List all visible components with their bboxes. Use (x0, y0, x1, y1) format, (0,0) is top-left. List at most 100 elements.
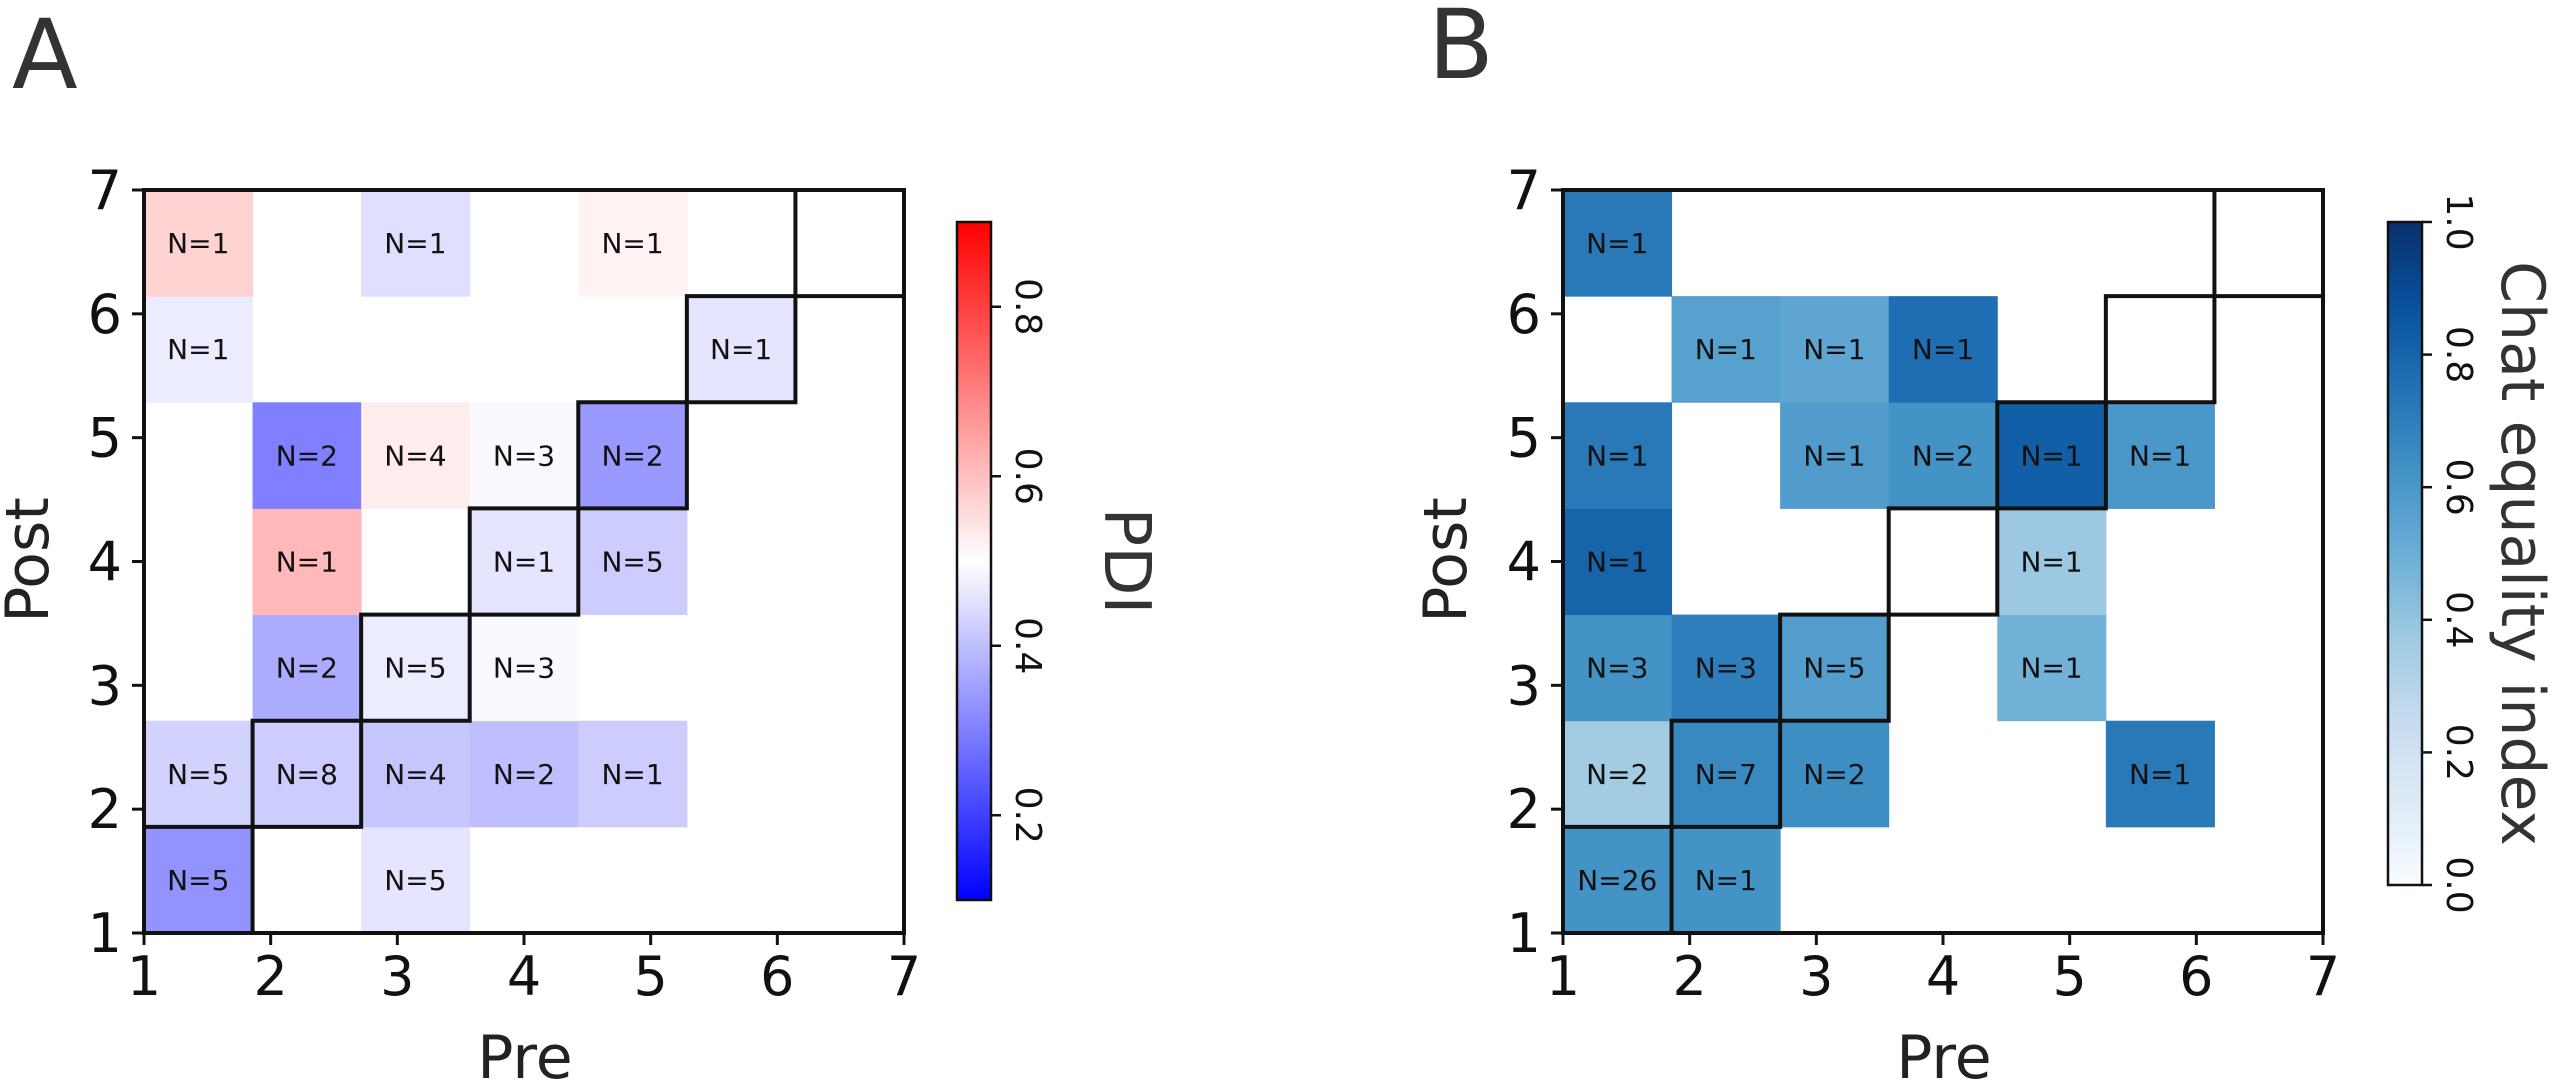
heatmap-cell (578, 508, 688, 616)
panel-a: A N=5 N=5 N=5 N=8 N=4 N=2 N=1 N=2 N=5 N=3 N=1 N=1 N=… (0, 0, 1163, 1084)
cell-count-label: N=1 (1912, 333, 1974, 366)
cell-count-label: N=2 (1586, 758, 1648, 791)
x-tick-label: 3 (1799, 945, 1833, 1008)
cell-count-label: N=5 (384, 864, 446, 897)
y-tick-label: 6 (1507, 283, 1541, 346)
cell-count-label: N=5 (167, 758, 229, 791)
colorbar-tick-label: 0.4 (1007, 617, 1048, 674)
colorbar-tick-label: 0.2 (2438, 724, 2479, 781)
heatmap-cells: N=26 N=1 N=2 N=7 N=2 N=1 N=3 N=3 N=5 N=1 N=1 N=1 N=1… (1563, 190, 2215, 934)
cell-count-label: N=3 (1695, 652, 1757, 685)
y-tick-label: 4 (1507, 531, 1541, 594)
cell-count-label: N=2 (276, 439, 338, 472)
x-axis-label: Pre (477, 1023, 572, 1084)
cell-count-label: N=4 (384, 439, 446, 472)
panel-b: B N=26 N=1N=2 N=7 N=2 N=1N=3 N=3 N=5 N=1N=1 N=1N… (1411, 0, 2557, 1084)
heatmap-cell (2105, 720, 2215, 828)
heatmap-cell (144, 296, 254, 403)
x-axis-ticks: 1 2 3 4 5 6 7 (127, 933, 921, 1008)
heatmap-cell (2105, 402, 2215, 509)
cell-count-label: N=1 (710, 333, 772, 366)
cell-count-label: N=1 (1586, 546, 1648, 579)
heatmap-cell (1671, 296, 1781, 403)
heatmap-cell (252, 720, 362, 828)
x-tick-label: 4 (1926, 945, 1960, 1008)
heatmap-cell (361, 614, 471, 722)
x-axis-ticks: 1 2 3 4 5 6 7 (1546, 933, 2340, 1008)
heatmap-cell (1563, 826, 1673, 934)
cell-count-label: N=5 (384, 652, 446, 685)
heatmap-cell (1888, 402, 1998, 509)
cell-count-label: N=3 (1586, 652, 1648, 685)
heatmap-cell (1888, 296, 1998, 403)
cell-count-label: N=3 (493, 652, 555, 685)
y-tick-label: 6 (88, 283, 122, 346)
cell-count-label: N=3 (493, 439, 555, 472)
y-tick-label: 1 (88, 902, 122, 965)
y-axis-ticks: 1 2 3 4 5 6 7 (88, 159, 144, 965)
y-axis-label: Post (0, 497, 63, 623)
heatmap-cell (1563, 614, 1673, 722)
colorbar-tick-label: 0.6 (2438, 459, 2479, 516)
heatmap-cell (252, 508, 362, 616)
heatmap-cell (361, 826, 471, 934)
colorbar-tick-label: 0.0 (2438, 856, 2479, 913)
y-tick-label: 3 (88, 654, 122, 717)
x-tick-label: 1 (1546, 945, 1580, 1008)
panel-label: B (1428, 0, 1494, 101)
cell-count-label: N=1 (1586, 439, 1648, 472)
heatmap-cell (361, 402, 471, 509)
colorbar-label: Chat equality index (2487, 261, 2557, 846)
cell-count-label: N=2 (276, 652, 338, 685)
cell-count-label: N=5 (167, 864, 229, 897)
heatmap-cell (1780, 720, 1890, 828)
heatmap-cell (1563, 190, 1673, 297)
cell-count-label: N=5 (601, 546, 663, 579)
heatmap-cell (1780, 296, 1890, 403)
x-tick-label: 2 (1672, 945, 1706, 1008)
heatmap-cell (1780, 614, 1890, 722)
cell-count-label: N=5 (1803, 652, 1865, 685)
cell-count-label: N=4 (384, 758, 446, 791)
cell-count-label: N=1 (601, 227, 663, 260)
cell-count-label: N=1 (167, 227, 229, 260)
heatmap-cell (1563, 508, 1673, 616)
cell-count-label: N=8 (276, 758, 338, 791)
heatmap-cell (144, 190, 254, 297)
colorbar-gradient (955, 220, 993, 902)
x-tick-label: 7 (2306, 945, 2340, 1008)
x-tick-label: 6 (2179, 945, 2213, 1008)
cell-count-label: N=7 (1695, 758, 1757, 791)
heatmap-cell (1997, 402, 2107, 509)
cell-count-label: N=1 (167, 333, 229, 366)
y-tick-label: 7 (88, 159, 122, 222)
cell-count-label: N=2 (493, 758, 555, 791)
panel-label: A (12, 0, 78, 111)
heatmap-cell (1563, 720, 1673, 828)
cell-count-label: N=1 (2020, 546, 2082, 579)
y-tick-label: 7 (1507, 159, 1541, 222)
heatmap-cell (578, 720, 688, 828)
y-tick-label: 4 (88, 531, 122, 594)
x-tick-label: 5 (633, 945, 667, 1008)
heatmap-cell (1671, 614, 1781, 722)
heatmap-cell (1780, 402, 1890, 509)
cell-count-label: N=1 (2020, 439, 2082, 472)
heatmap-cell (686, 296, 796, 403)
heatmap-cell (1671, 720, 1781, 828)
cell-count-label: N=1 (384, 227, 446, 260)
heatmap-cell (469, 614, 579, 722)
colorbar-tick-label: 0.4 (2438, 591, 2479, 648)
heatmap-cell (1997, 508, 2107, 616)
cell-count-label: N=1 (1695, 333, 1757, 366)
x-tick-label: 2 (253, 945, 287, 1008)
heatmap-cell (469, 720, 579, 828)
cell-count-label: N=1 (2129, 758, 2191, 791)
cell-count-label: N=2 (601, 439, 663, 472)
cell-count-label: N=1 (2020, 652, 2082, 685)
y-axis-ticks: 1 2 3 4 5 6 7 (1507, 159, 1563, 965)
y-axis-label: Post (1411, 497, 1481, 623)
colorbar-tick-label: 1.0 (2438, 193, 2479, 250)
